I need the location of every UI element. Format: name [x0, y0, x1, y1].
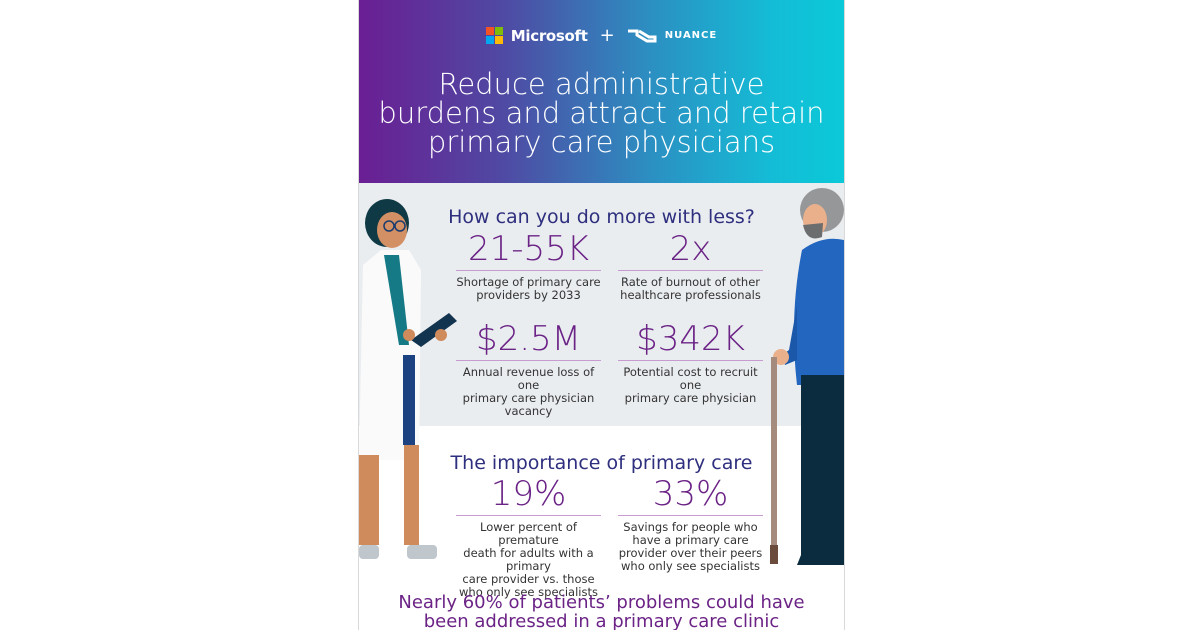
- section-title-importance: The importance of primary care: [450, 452, 753, 474]
- title-line: burdens and attract and retain: [378, 96, 825, 130]
- stat-burnout: 2x Rate of burnout of other healthcare pr…: [618, 230, 763, 302]
- stat-savings: 33% Savings for people who have a primary…: [618, 475, 763, 573]
- stat-value: 19%: [490, 474, 567, 514]
- brand-logos: Microsoft + NUANCE: [359, 25, 844, 46]
- hero-banner: Microsoft + NUANCE Reduce administrative…: [359, 0, 844, 183]
- infographic-card: Microsoft + NUANCE Reduce administrative…: [358, 0, 845, 630]
- nuance-logo-icon: [627, 29, 657, 42]
- desc-line: provider over their peers: [618, 546, 763, 560]
- desc-line: who only see specialists: [459, 585, 598, 599]
- stat-description: Potential cost to recruit one primary car…: [618, 366, 763, 405]
- desc-line: Savings for people who: [623, 520, 758, 534]
- divider: [456, 270, 601, 271]
- plus-sign: +: [599, 25, 615, 46]
- desc-line: primary care physician: [624, 391, 757, 405]
- stat-description: Savings for people who have a primary car…: [618, 521, 763, 573]
- stat-value: 21-55K: [467, 229, 590, 269]
- divider: [618, 270, 763, 271]
- stat-value: $2.5M: [475, 319, 582, 359]
- desc-line: Annual revenue loss of one: [462, 365, 595, 392]
- stat-shortage: 21-55K Shortage of primary care providers…: [456, 230, 601, 302]
- stat-description: Rate of burnout of other healthcare profe…: [618, 276, 763, 302]
- stat-description: Lower percent of premature death for adul…: [456, 521, 601, 599]
- stat-description: Shortage of primary care providers by 203…: [456, 276, 601, 302]
- footer-line: been addressed in a primary care clinic: [423, 611, 780, 630]
- section-title-more-with-less: How can you do more with less?: [448, 206, 755, 228]
- title-line: Reduce administrative: [438, 67, 765, 101]
- desc-line: Potential cost to recruit one: [623, 365, 758, 392]
- stat-revenue-loss: $2.5M Annual revenue loss of one primary …: [456, 320, 601, 418]
- footer-callout: Nearly 60% of patients’ problems could h…: [359, 593, 844, 630]
- desc-line: care provider vs. those: [462, 572, 595, 586]
- divider: [456, 360, 601, 361]
- stat-recruit-cost: $342K Potential cost to recruit one prima…: [618, 320, 763, 405]
- nuance-wordmark: NUANCE: [664, 30, 718, 41]
- doctor-illustration-icon: [359, 199, 457, 559]
- divider: [456, 515, 601, 516]
- stat-value: 33%: [652, 474, 729, 514]
- desc-line: Lower percent of premature: [480, 520, 577, 547]
- patient-illustration-icon: [770, 188, 844, 565]
- page-title: Reduce administrative burdens and attrac…: [359, 70, 844, 157]
- desc-line: providers by 2033: [476, 288, 581, 302]
- stat-value: $342K: [636, 319, 745, 359]
- desc-line: Rate of burnout of other: [620, 275, 761, 289]
- stats-band: [359, 183, 844, 426]
- title-line: primary care physicians: [427, 125, 776, 159]
- desc-line: death for adults with a primary: [463, 546, 594, 573]
- footer-line: Nearly 60% of patients’ problems could h…: [398, 592, 805, 613]
- desc-line: primary care physician vacancy: [462, 391, 595, 418]
- microsoft-wordmark: Microsoft: [510, 26, 588, 45]
- microsoft-logo-icon: [485, 27, 503, 44]
- desc-line: healthcare professionals: [620, 288, 761, 302]
- stat-value: 2x: [669, 229, 712, 269]
- desc-line: Shortage of primary care: [456, 275, 601, 289]
- stat-premature-death: 19% Lower percent of premature death for …: [456, 475, 601, 599]
- desc-line: who only see specialists: [621, 559, 760, 573]
- stat-description: Annual revenue loss of one primary care p…: [456, 366, 601, 418]
- divider: [618, 360, 763, 361]
- divider: [618, 515, 763, 516]
- desc-line: have a primary care: [632, 533, 749, 547]
